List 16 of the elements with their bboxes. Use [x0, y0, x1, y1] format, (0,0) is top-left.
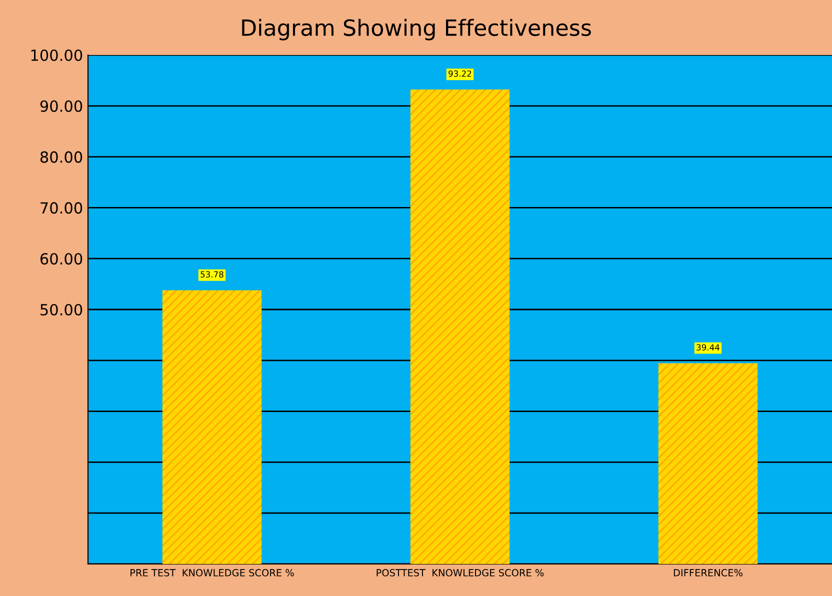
bar	[658, 363, 758, 564]
x-tick-label: PRE TEST KNOWLEDGE SCORE %	[130, 569, 294, 576]
y-tick-label: 60.00	[40, 253, 82, 265]
x-tick-label: POSTTEST KNOWLEDGE SCORE %	[376, 569, 544, 576]
data-label: 53.78	[200, 271, 224, 278]
y-tick-label: 70.00	[40, 202, 82, 214]
bar	[162, 290, 262, 564]
y-tick-label: 50.00	[40, 304, 82, 316]
y-tick-label: 90.00	[40, 100, 82, 112]
chart-title: Diagram Showing Effectiveness	[242, 18, 591, 40]
y-tick-label: 80.00	[40, 151, 82, 163]
y-tick-label: 100.00	[31, 49, 82, 62]
bar	[410, 90, 510, 564]
data-label: 93.22	[448, 70, 472, 77]
data-label: 39.44	[696, 344, 720, 351]
x-tick-label: DIFFERENCE%	[674, 569, 742, 576]
